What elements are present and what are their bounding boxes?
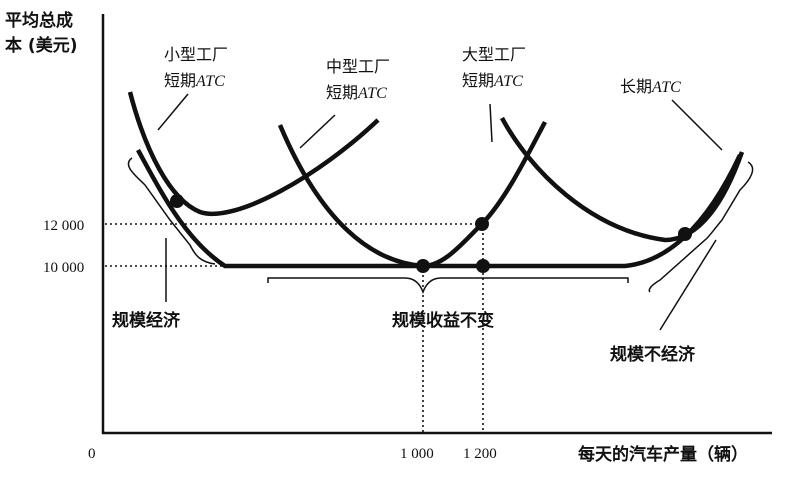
medium-plant-label-line1: 中型工厂 xyxy=(326,57,390,76)
brace-constant xyxy=(267,277,629,295)
x-axis-title: 每天的汽车产量（辆） xyxy=(578,444,748,465)
leader-medium xyxy=(299,114,336,149)
point-1200-lr xyxy=(476,259,490,273)
label-constant: 规模收益不变 xyxy=(392,310,494,331)
series-large-plant-atc xyxy=(500,116,745,243)
small-plant-label-line1: 小型工厂 xyxy=(164,45,228,64)
series-long-run-atc xyxy=(136,148,743,269)
leader-small xyxy=(157,93,189,131)
leader-large xyxy=(489,103,493,143)
point-small-tangent xyxy=(170,194,184,208)
leader-diseconomies xyxy=(659,239,717,331)
y-axis-title-line2: 本 (美元) xyxy=(5,35,77,56)
point-large-tangent xyxy=(678,227,692,241)
y-axis-title-line1: 平均总成 xyxy=(5,10,73,31)
large-plant-label-line1: 大型工厂 xyxy=(462,45,526,64)
large-plant-label-line2: 短期ATC xyxy=(462,71,523,90)
series-small-plant-atc xyxy=(127,91,380,216)
y-tick-12000: 12 000 xyxy=(43,218,84,234)
medium-plant-label-line2: 短期ATC xyxy=(326,83,387,102)
brace-diseconomies xyxy=(648,161,754,293)
leader-long xyxy=(671,99,723,151)
point-12000 xyxy=(475,217,489,231)
x-tick-1000: 1 000 xyxy=(400,446,434,462)
origin-label: 0 xyxy=(88,446,96,462)
label-economies: 规模经济 xyxy=(112,310,181,331)
brace-economies xyxy=(127,157,216,265)
point-medium-min xyxy=(416,259,430,273)
label-diseconomies: 规模不经济 xyxy=(610,344,696,365)
long-run-label: 长期ATC xyxy=(620,77,681,96)
x-tick-1200: 1 200 xyxy=(463,446,497,462)
y-tick-10000: 10 000 xyxy=(43,260,84,276)
series-medium-plant-atc xyxy=(277,120,547,269)
small-plant-label-line2: 短期ATC xyxy=(164,71,225,90)
